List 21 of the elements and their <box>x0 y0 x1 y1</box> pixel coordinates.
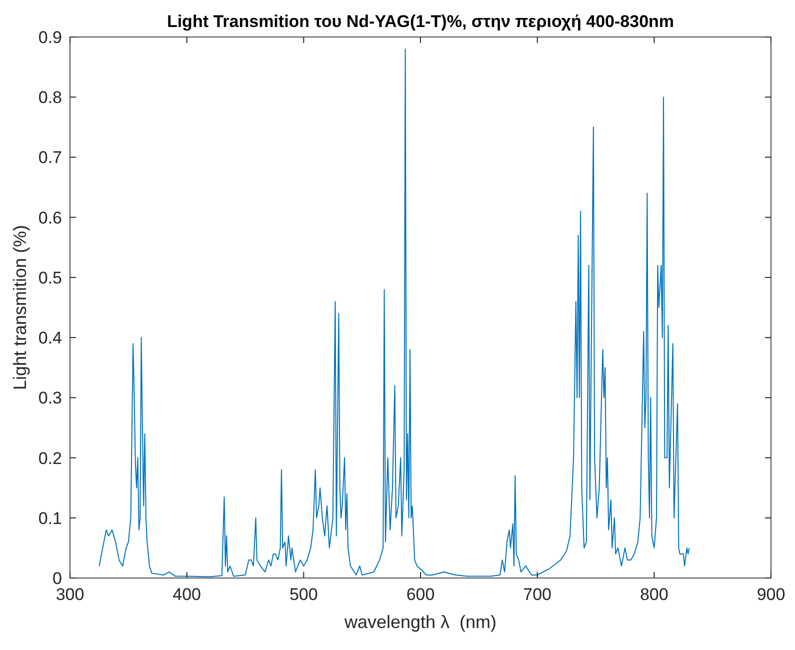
y-tick-label: 0.6 <box>38 208 62 228</box>
y-tick-label: 0.4 <box>38 328 62 348</box>
y-tick-label: 0.2 <box>38 448 62 468</box>
x-tick-label: 800 <box>640 585 668 604</box>
x-tick-label: 500 <box>289 585 318 604</box>
x-tick-label: 600 <box>406 585 435 604</box>
y-tick-label: 0.8 <box>38 88 62 108</box>
y-tick-label: 0 <box>52 569 62 588</box>
x-tick-label: 300 <box>56 585 84 604</box>
y-tick-label: 0.5 <box>38 268 62 288</box>
x-tick-label: 700 <box>523 585 552 604</box>
x-tick-label: 400 <box>172 585 202 604</box>
y-tick-label: 0.7 <box>38 148 62 168</box>
x-axis-title: wavelength λ (nm) <box>343 612 497 632</box>
y-tick-label: 0.3 <box>38 388 62 408</box>
y-tick-label: 0.9 <box>38 28 62 47</box>
y-tick-label: 0.1 <box>38 508 62 528</box>
x-tick-label: 900 <box>756 585 786 604</box>
line-series <box>98 48 690 578</box>
chart-title: Light Transmition του Nd-YAG(1-T)%, στην περιοχή 400-830nm <box>166 12 674 31</box>
y-axis-title: Light transmition (%) <box>10 224 30 390</box>
